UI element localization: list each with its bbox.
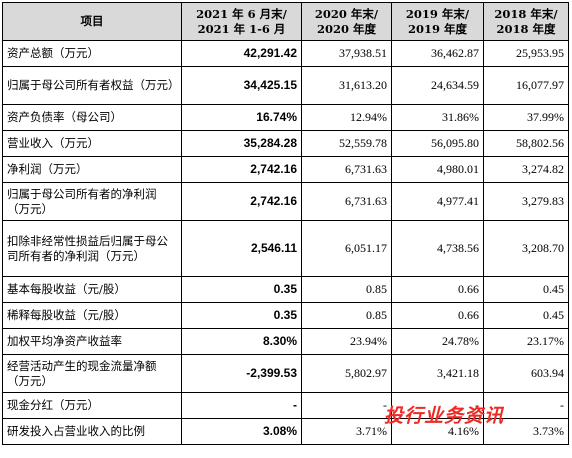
cell-2018: 603.94 xyxy=(483,354,569,393)
cell-2021h1: 0.35 xyxy=(181,276,302,303)
cell-2020: 6,731.63 xyxy=(301,156,392,183)
row-label: 归属于母公司所有者的净利润（万元） xyxy=(2,182,182,221)
row-label: 资产负债率（母公司） xyxy=(2,104,182,131)
cell-2020: 6,051.17 xyxy=(301,220,392,277)
cell-2018: 25,953.95 xyxy=(483,40,569,67)
cell-2019: 31.86% xyxy=(391,104,484,131)
cell-2020: - xyxy=(301,392,392,419)
cell-2021h1: -2,399.53 xyxy=(181,354,302,393)
cell-2019: 4.16% xyxy=(391,418,484,445)
cell-2019: 4,977.41 xyxy=(391,182,484,221)
row-label: 基本每股收益（元/股） xyxy=(2,276,182,303)
financial-data-table: 项目 2021 年 6 月末/ 2021 年 1-6 月 2020 年末/ 20… xyxy=(2,2,569,445)
cell-2019: 24,634.59 xyxy=(391,66,484,105)
cell-2019: 3,421.18 xyxy=(391,354,484,393)
cell-2018: 0.45 xyxy=(483,276,569,303)
table-row: 现金分红（万元） - - - - xyxy=(2,392,569,419)
header-2019: 2019 年末/ 2019 年度 xyxy=(391,2,484,41)
row-label: 经营活动产生的现金流量净额（万元） xyxy=(2,354,182,393)
header-2019-line1: 2019 年末/ xyxy=(405,6,470,21)
cell-2019: 36,462.87 xyxy=(391,40,484,67)
cell-2020: 0.85 xyxy=(301,302,392,329)
row-label: 加权平均净资产收益率 xyxy=(2,328,182,355)
cell-2020: 31,613.20 xyxy=(301,66,392,105)
header-2019-line2: 2019 年度 xyxy=(407,21,467,36)
table-row: 扣除非经常性损益后归属于母公司所有者的净利润（万元） 2,546.11 6,05… xyxy=(2,220,569,277)
cell-2021h1: 34,425.15 xyxy=(181,66,302,105)
cell-2018: 3,279.83 xyxy=(483,182,569,221)
table-row: 归属于母公司所有者的净利润（万元） 2,742.16 6,731.63 4,97… xyxy=(2,182,569,221)
cell-2018: 0.45 xyxy=(483,302,569,329)
header-2018-line2: 2018 年度 xyxy=(496,21,556,36)
cell-2020: 5,802.97 xyxy=(301,354,392,393)
cell-2019: 4,980.01 xyxy=(391,156,484,183)
header-2020: 2020 年末/ 2020 年度 xyxy=(301,2,392,41)
cell-2018: 3.73% xyxy=(483,418,569,445)
table-row: 经营活动产生的现金流量净额（万元） -2,399.53 5,802.97 3,4… xyxy=(2,354,569,393)
cell-2019: 56,095.80 xyxy=(391,130,484,157)
cell-2021h1: 42,291.42 xyxy=(181,40,302,67)
cell-2019: 4,738.56 xyxy=(391,220,484,277)
table-row: 基本每股收益（元/股） 0.35 0.85 0.66 0.45 xyxy=(2,276,569,303)
cell-2020: 52,559.78 xyxy=(301,130,392,157)
row-label: 扣除非经常性损益后归属于母公司所有者的净利润（万元） xyxy=(2,220,182,277)
cell-2021h1: 16.74% xyxy=(181,104,302,131)
cell-2021h1: 2,742.16 xyxy=(181,156,302,183)
cell-2021h1: 8.30% xyxy=(181,328,302,355)
watermark-text: 投行业务资讯 xyxy=(384,405,505,427)
cell-2021h1: 2,742.16 xyxy=(181,182,302,221)
row-label: 净利润（万元） xyxy=(2,156,182,183)
row-label: 归属于母公司所有者权益（万元） xyxy=(2,66,182,105)
cell-2020: 23.94% xyxy=(301,328,392,355)
cell-2020: 12.94% xyxy=(301,104,392,131)
cell-2020: 37,938.51 xyxy=(301,40,392,67)
cell-2020: 0.85 xyxy=(301,276,392,303)
header-2020-line1: 2020 年末/ xyxy=(314,6,379,21)
row-label: 营业收入（万元） xyxy=(2,130,182,157)
header-2021h1: 2021 年 6 月末/ 2021 年 1-6 月 xyxy=(181,2,302,41)
table-row: 资产总额（万元） 42,291.42 37,938.51 36,462.87 2… xyxy=(2,40,569,67)
cell-2019: 0.66 xyxy=(391,276,484,303)
header-2018: 2018 年末/ 2018 年度 xyxy=(483,2,569,41)
table-row: 营业收入（万元） 35,284.28 52,559.78 56,095.80 5… xyxy=(2,130,569,157)
cell-2019: 24.78% xyxy=(391,328,484,355)
cell-2018: 3,208.70 xyxy=(483,220,569,277)
cell-2021h1: 2,546.11 xyxy=(181,220,302,277)
header-2020-line2: 2020 年度 xyxy=(316,21,376,36)
cell-2018: 37.99% xyxy=(483,104,569,131)
cell-2021h1: 0.35 xyxy=(181,302,302,329)
cell-2021h1: 35,284.28 xyxy=(181,130,302,157)
cell-2021h1: - xyxy=(181,392,302,419)
row-label: 资产总额（万元） xyxy=(2,40,182,67)
table-row: 稀释每股收益（元/股） 0.35 0.85 0.66 0.45 xyxy=(2,302,569,329)
header-2021h1-line2: 2021 年 1-6 月 xyxy=(197,21,286,36)
table-row: 归属于母公司所有者权益（万元） 34,425.15 31,613.20 24,6… xyxy=(2,66,569,105)
cell-2018: 3,274.82 xyxy=(483,156,569,183)
cell-2019: 0.66 xyxy=(391,302,484,329)
cell-2018: 23.17% xyxy=(483,328,569,355)
header-item: 项目 xyxy=(2,2,182,41)
cell-2020: 3.71% xyxy=(301,418,392,445)
cell-2018: 16,077.97 xyxy=(483,66,569,105)
table-row: 加权平均净资产收益率 8.30% 23.94% 24.78% 23.17% xyxy=(2,328,569,355)
header-2021h1-line1: 2021 年 6 月末/ xyxy=(196,6,287,21)
cell-2021h1: 3.08% xyxy=(181,418,302,445)
cell-2018: - xyxy=(483,392,569,419)
table-header-row: 项目 2021 年 6 月末/ 2021 年 1-6 月 2020 年末/ 20… xyxy=(2,2,569,41)
table-row: 研发投入占营业收入的比例 3.08% 3.71% 4.16% 3.73% xyxy=(2,418,569,445)
row-label: 稀释每股收益（元/股） xyxy=(2,302,182,329)
header-2018-line1: 2018 年末/ xyxy=(494,6,558,21)
table-row: 净利润（万元） 2,742.16 6,731.63 4,980.01 3,274… xyxy=(2,156,569,183)
row-label: 研发投入占营业收入的比例 xyxy=(2,418,182,445)
table-row: 资产负债率（母公司） 16.74% 12.94% 31.86% 37.99% xyxy=(2,104,569,131)
cell-2020: 6,731.63 xyxy=(301,182,392,221)
row-label: 现金分红（万元） xyxy=(2,392,182,419)
cell-2018: 58,802.56 xyxy=(483,130,569,157)
